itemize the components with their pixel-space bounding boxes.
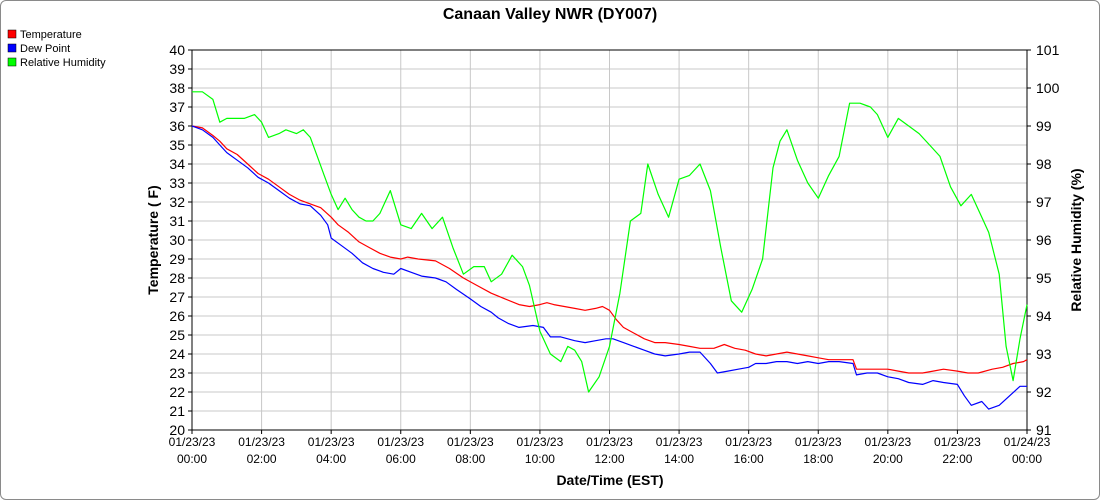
y2-tick-label: 100 [1036,80,1060,96]
y-tick-label: 30 [169,232,185,248]
x-tick-date: 01/23/23 [656,435,703,449]
y-tick-label: 23 [169,365,185,381]
x-tick-time: 14:00 [664,452,694,466]
y2-tick-label: 97 [1036,194,1052,210]
legend-label-relative-humidity: Relative Humidity [20,57,106,69]
y-tick-label: 38 [169,80,185,96]
x-tick-time: 08:00 [455,452,485,466]
x-tick-date: 01/23/23 [238,435,285,449]
legend-label-dew-point: Dew Point [20,43,70,55]
axis-layer: 20 21 22 23 24 25 26 27 28 29 30 31 32 33 34 35 36 37 38 39… [169,42,1060,466]
y-axis-label-temperature: Temperature ( F) [145,185,161,294]
x-tick-date: 01/23/23 [795,435,842,449]
y2-tick-label: 98 [1036,156,1052,172]
y-tick-label: 36 [169,118,185,134]
legend-label-temperature: Temperature [20,29,82,41]
x-tick-date: 01/23/23 [308,435,355,449]
x-tick-time: 04:00 [316,452,346,466]
plot-border [191,49,1028,431]
y-tick-label: 33 [169,175,185,191]
x-tick-time: 20:00 [873,452,903,466]
x-tick-time: 00:00 [1012,452,1042,466]
y2-tick-label: 101 [1036,42,1060,58]
series-line-temperature [191,125,1028,374]
grid-layer [192,50,1027,430]
x-tick-date: 01/23/23 [517,435,564,449]
y2-axis-label-humidity: Relative Humidity (%) [1068,168,1084,311]
y-tick-label: 29 [169,251,185,267]
y-tick-label: 39 [169,61,185,77]
x-tick-date: 01/23/23 [447,435,494,449]
x-tick-date: 01/23/23 [934,435,981,449]
legend-swatch-relative-humidity [7,57,17,67]
x-tick-time: 10:00 [525,452,555,466]
x-tick-time: 12:00 [594,452,624,466]
y-tick-label: 20 [169,422,185,438]
x-axis-label: Date/Time (EST) [556,472,663,488]
x-tick-time: 22:00 [942,452,972,466]
y-tick-label: 21 [169,403,185,419]
chart-title: Canaan Valley NWR (DY007) [443,6,657,23]
x-tick-time: 06:00 [386,452,416,466]
y-tick-label: 24 [169,346,185,362]
y2-tick-label: 91 [1036,422,1052,438]
x-tick-time: 18:00 [803,452,833,466]
x-tick-time: 16:00 [734,452,764,466]
y-tick-label: 35 [169,137,185,153]
y2-tick-label: 92 [1036,384,1052,400]
x-tick-date: 01/23/23 [864,435,911,449]
y-tick-label: 28 [169,270,185,286]
x-tick-date: 01/23/23 [169,435,216,449]
legend-swatch-dew-point [7,43,17,53]
series-line-dew-point [191,125,1027,410]
y-tick-label: 34 [169,156,185,172]
y-tick-label: 22 [169,384,185,400]
y-tick-label: 31 [169,213,185,229]
y2-tick-label: 94 [1036,308,1052,324]
x-tick-time: 02:00 [247,452,277,466]
y2-tick-label: 93 [1036,346,1052,362]
x-tick-date: 01/23/23 [586,435,633,449]
y2-tick-label: 96 [1036,232,1052,248]
series-line-relative-humidity [192,91,1028,393]
y-tick-label: 32 [169,194,185,210]
y2-tick-label: 99 [1036,118,1052,134]
y-tick-label: 26 [169,308,185,324]
legend-swatch-temperature [7,29,17,39]
x-tick-date: 01/23/23 [377,435,424,449]
y-tick-label: 27 [169,289,185,305]
x-tick-time: 00:00 [177,452,207,466]
y2-tick-label: 95 [1036,270,1052,286]
x-tick-date: 01/23/23 [725,435,772,449]
y-tick-label: 37 [169,99,185,115]
x-tick-date: 01/24/23 [1004,435,1051,449]
legend: Temperature Dew Point Relative Humidity [7,29,106,69]
y-tick-label: 40 [169,42,185,58]
y-tick-label: 25 [169,327,185,343]
series-layer [191,91,1028,410]
